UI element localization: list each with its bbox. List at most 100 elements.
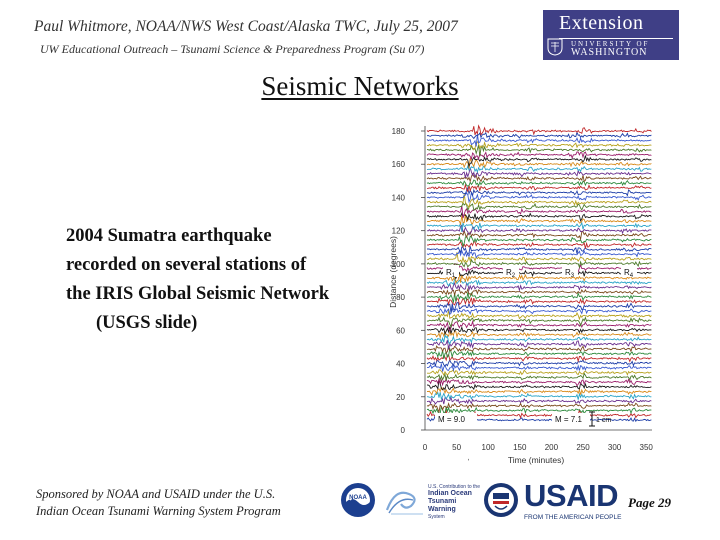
y-tick-label: 0 — [401, 426, 406, 435]
seismogram-trace — [426, 179, 652, 187]
scale-bar-label: 1 cm — [596, 417, 611, 424]
seismogram-trace — [426, 134, 652, 147]
uw-seal-icon — [547, 38, 563, 56]
usaid-logo: USAID FROM THE AMERICAN PEOPLE — [524, 478, 622, 522]
uw-extension-logo: Extension UNIVERSITY OF WASHINGTON — [543, 10, 679, 60]
seismogram-trace — [427, 309, 652, 321]
seismogram-trace — [426, 372, 652, 382]
seismogram-trace — [426, 143, 652, 157]
seismogram-trace — [426, 391, 652, 401]
seismogram-trace — [426, 124, 652, 136]
seismogram-trace — [426, 297, 652, 306]
footer-sponsor: Sponsored by NOAA and USAID under the U.… — [36, 486, 281, 520]
x-axis-label: Time (minutes) — [508, 455, 565, 465]
footer-line-2: Indian Ocean Tsunami Warning System Prog… — [36, 504, 281, 518]
seismogram-trace — [426, 340, 652, 350]
y-axis-ticks: 180 160 140 120 100 80 60 40 20 0 — [392, 127, 425, 435]
seismogram-trace — [426, 333, 652, 345]
magnitude-7-label: M = 7.1 — [555, 415, 582, 424]
seismogram-trace — [426, 214, 652, 226]
seismogram-trace — [426, 193, 652, 209]
seismogram-trace — [427, 386, 652, 396]
seismogram-trace — [426, 191, 652, 204]
x-tick-label: 0 — [423, 443, 428, 452]
seismogram-trace — [426, 345, 652, 354]
iotws-wordmark: U.S. Contribution to the Indian Ocean Ts… — [428, 484, 480, 520]
footer-line-1: Sponsored by NOAA and USAID under the U.… — [36, 487, 276, 501]
x-tick-label: 250 — [576, 443, 590, 452]
r4-bg — [621, 265, 637, 277]
seismogram-trace — [426, 359, 652, 368]
io-line-3: Tsunami Warning — [428, 498, 457, 513]
seismogram-trace — [427, 246, 652, 255]
seismogram-trace — [426, 376, 652, 387]
r1-label: R1 — [446, 268, 456, 279]
seismogram-trace — [427, 369, 652, 377]
seismogram-trace — [427, 186, 652, 197]
seismogram-trace — [426, 378, 652, 391]
rayleigh-labels: R1 R2 R3 R4 — [443, 265, 637, 279]
y-axis-label: Distance (degrees) — [388, 236, 398, 308]
header-author-line: Paul Whitmore, NOAA/NWS West Coast/Alask… — [34, 18, 458, 35]
seismogram-trace — [426, 287, 652, 297]
minor-mark: ʹ — [468, 458, 469, 466]
usaid-word: USAID — [524, 478, 618, 513]
y-tick-label: 60 — [396, 326, 405, 335]
y-tick-label: 180 — [392, 127, 406, 136]
x-tick-label: 350 — [640, 443, 654, 452]
y-tick-label: 100 — [392, 260, 406, 269]
seismogram-trace — [426, 172, 652, 184]
slide-title: Seismic Networks — [0, 71, 720, 102]
caption-line-2: recorded on several stations of — [66, 255, 307, 275]
seismogram-trace — [426, 240, 652, 249]
logo-university-of: UNIVERSITY OF — [571, 40, 650, 48]
seismogram-trace — [426, 155, 652, 168]
seismogram-trace — [426, 291, 652, 303]
logo-washington: WASHINGTON — [571, 47, 648, 58]
usaid-tagline: FROM THE AMERICAN PEOPLE — [524, 514, 622, 521]
seismogram-trace — [426, 258, 652, 269]
seismogram-trace — [426, 221, 652, 232]
seismogram-trace — [426, 354, 652, 363]
usaid-seal-icon — [484, 483, 518, 517]
r4-label: R4 — [624, 268, 634, 279]
x-tick-label: 100 — [482, 443, 496, 452]
y-tick-label: 80 — [396, 293, 405, 302]
caption-line-4: (USGS slide) — [96, 313, 198, 333]
seismogram-trace — [426, 272, 652, 284]
io-line-2: Indian Ocean — [428, 490, 472, 497]
m1-bg — [435, 413, 477, 425]
seismogram-trace — [426, 235, 652, 248]
logo-extension-word: Extension — [559, 12, 644, 34]
seismogram-trace — [426, 405, 652, 415]
logo-rule — [559, 38, 673, 39]
header-program-line: UW Educational Outreach – Tsunami Scienc… — [40, 42, 425, 56]
y-tick-label: 160 — [392, 160, 406, 169]
seismogram-trace — [426, 316, 652, 328]
x-axis-ticks: 0 50 100 150 200 250 300 350 — [423, 443, 654, 452]
magnitude-9-label: M = 9.0 — [438, 415, 465, 424]
r3-label: R3 — [565, 268, 575, 279]
y-tick-label: 20 — [396, 393, 405, 402]
seismogram-trace — [426, 320, 652, 332]
r2-bg — [503, 265, 519, 277]
seismogram-trace — [426, 396, 652, 405]
y-tick-label: 140 — [392, 193, 406, 202]
noaa-logo-icon: NOAA — [341, 483, 375, 517]
caption-line-1: 2004 Sumatra earthquake — [66, 226, 272, 246]
seismogram-trace — [426, 167, 652, 179]
seismogram-trace — [426, 158, 652, 169]
seismogram-trace — [427, 363, 652, 372]
seismogram-trace — [426, 201, 652, 211]
m2-bg — [552, 413, 590, 425]
x-tick-label: 150 — [513, 443, 527, 452]
caption-line-3: the IRIS Global Seismic Network — [66, 284, 330, 304]
seismogram-trace — [426, 141, 652, 151]
r2-label: R2 — [506, 268, 516, 279]
seismogram-trace — [426, 151, 652, 161]
noaa-text: NOAA — [349, 495, 367, 501]
caption: 2004 Sumatra earthquake recorded on seve… — [66, 222, 366, 338]
wave-swirl-icon — [385, 491, 423, 515]
seismogram-trace — [426, 262, 652, 273]
